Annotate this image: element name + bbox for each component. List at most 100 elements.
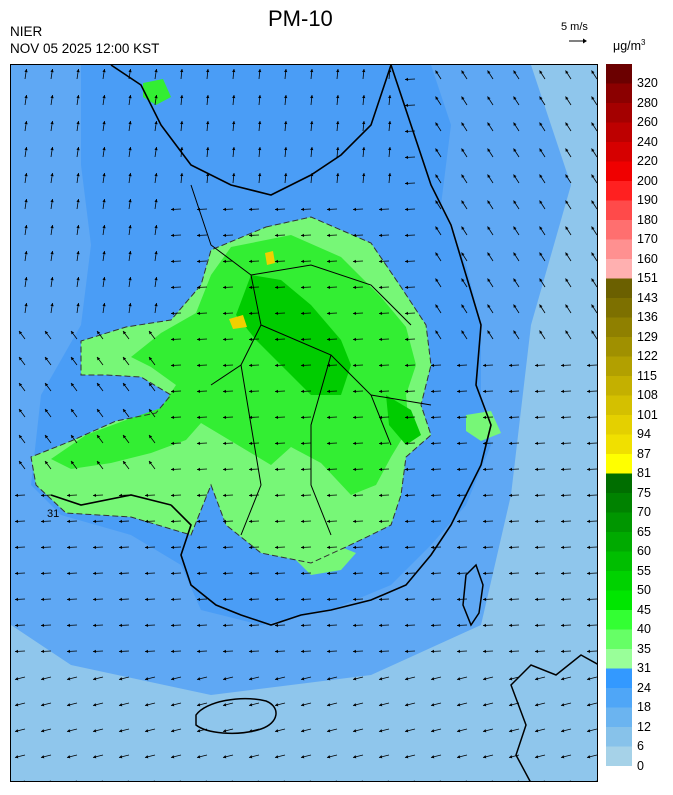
wind-arrow-head — [223, 207, 227, 211]
wind-arrow-head — [249, 337, 253, 341]
wind-arrow-head — [353, 597, 357, 601]
wind-arrow-head — [24, 199, 28, 203]
wind-arrow-head — [405, 597, 409, 601]
legend-label: 65 — [637, 524, 651, 539]
wind-arrow-head — [561, 519, 565, 523]
wind-arrow-head — [97, 357, 101, 361]
wind-arrow-head — [275, 755, 279, 759]
wind-arrow-head — [457, 623, 461, 627]
wind-arrow-head — [223, 285, 227, 289]
wind-arrow-head — [275, 285, 279, 289]
wind-arrow-head — [353, 285, 357, 289]
wind-arrow-head — [232, 121, 236, 125]
wind-arrow-head — [249, 259, 253, 263]
wind-arrow-head — [431, 623, 435, 627]
wind-arrow-head — [457, 597, 461, 601]
wind-arrow-head — [41, 677, 45, 681]
legend-label: 143 — [637, 290, 658, 305]
province-boundaries — [190, 184, 432, 536]
wind-arrow-head — [405, 129, 409, 133]
wind-arrow-head — [102, 95, 106, 99]
wind-arrow-head — [405, 677, 409, 681]
wind-arrow-head — [102, 147, 106, 151]
legend-label: 151 — [637, 271, 658, 285]
wind-arrow-head — [275, 703, 279, 707]
wind-arrow-head — [565, 148, 569, 152]
legend-label: 94 — [637, 427, 651, 441]
wind-arrow-head — [301, 233, 305, 237]
map-canvas: 31 — [11, 65, 597, 782]
legend-swatch — [606, 571, 632, 592]
wind-arrow-head — [353, 519, 357, 523]
wind-arrow-head — [223, 233, 227, 237]
wind-arrow-head — [275, 519, 279, 523]
wind-arrow-head — [565, 200, 569, 204]
wind-arrow-head — [15, 677, 19, 681]
wind-arrow-head — [535, 781, 538, 782]
wind-arrow-head — [275, 597, 279, 601]
wind-arrow-head — [561, 755, 565, 759]
wind-arrow-head — [591, 148, 595, 152]
wind-arrow-head — [457, 649, 461, 653]
wind-arrow-head — [275, 311, 279, 315]
forecast-datetime: NOV 05 2025 12:00 KST — [10, 41, 160, 56]
legend-label: 200 — [637, 173, 658, 188]
agency-label: NIER — [10, 24, 43, 39]
wind-arrow-head — [457, 781, 460, 782]
wind-arrow-head — [457, 467, 461, 471]
wind-arrow-head — [565, 304, 569, 308]
wind-arrow-head — [379, 389, 383, 393]
legend-swatch — [606, 688, 632, 709]
wind-arrow-head — [171, 545, 175, 549]
legend-swatch — [606, 278, 632, 299]
wind-arrow-head — [561, 781, 564, 782]
wind-arrow-head — [128, 69, 132, 73]
unit-exponent: 3 — [641, 38, 646, 47]
legend-label: 122 — [637, 349, 658, 363]
wind-arrow-head — [97, 331, 101, 335]
wind-arrow-head — [509, 597, 513, 601]
wind-arrow-head — [249, 649, 253, 653]
wind-arrow-head — [249, 467, 253, 471]
wind-arrow-head — [435, 148, 439, 152]
wind-arrow-head — [154, 147, 158, 151]
wind-arrow-head — [171, 677, 175, 681]
wind-arrow-head — [539, 70, 543, 74]
wind-arrow-head — [539, 122, 543, 126]
wind-arrow-head — [483, 441, 487, 445]
wind-arrow-head — [513, 96, 517, 100]
wind-arrow-head — [197, 285, 201, 289]
pm10-map[interactable]: 31 — [10, 64, 598, 782]
wind-arrow-head — [509, 677, 513, 681]
legend-swatch — [606, 493, 632, 514]
wind-arrow-head — [50, 303, 54, 307]
wind-arrow-head — [513, 70, 517, 74]
wind-arrow-head — [93, 781, 96, 782]
wind-arrow-head — [128, 251, 132, 255]
wind-arrow-head — [565, 330, 569, 334]
legend-swatch — [606, 668, 632, 689]
wind-arrow-head — [457, 677, 461, 681]
wind-arrow-head — [275, 571, 279, 575]
legend-label: 55 — [637, 563, 651, 578]
wind-arrow-head — [76, 121, 80, 125]
wind-arrow-head — [461, 96, 465, 100]
legend-swatch — [606, 376, 632, 397]
wind-arrow-head — [102, 199, 106, 203]
wind-arrow-head — [24, 225, 28, 229]
wind-arrow-head — [249, 363, 253, 367]
wind-arrow-head — [71, 383, 75, 387]
legend-label: 81 — [637, 466, 651, 480]
wind-arrow-head — [97, 383, 101, 387]
wind-arrow-head — [149, 383, 153, 387]
wind-arrow-head — [41, 703, 45, 707]
wind-arrow-head — [405, 623, 409, 627]
wind-arrow-head — [232, 69, 236, 73]
wind-arrow-head — [249, 545, 253, 549]
legend-swatch — [606, 83, 632, 104]
wind-arrow-head — [301, 703, 305, 707]
wind-arrow-head — [435, 70, 439, 74]
wind-arrow-head — [249, 677, 253, 681]
wind-arrow-head — [336, 173, 340, 177]
wind-arrow-head — [171, 729, 175, 733]
